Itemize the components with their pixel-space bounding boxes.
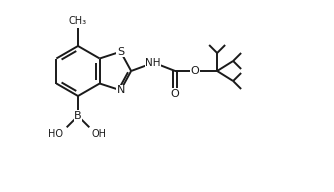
Text: N: N xyxy=(116,85,125,95)
Text: OH: OH xyxy=(91,129,106,139)
Text: CH₃: CH₃ xyxy=(69,16,87,26)
Text: B: B xyxy=(74,111,82,121)
Text: NH: NH xyxy=(145,58,161,68)
Text: S: S xyxy=(117,47,124,57)
Text: O: O xyxy=(171,89,179,99)
Text: HO: HO xyxy=(48,129,63,139)
Text: O: O xyxy=(191,66,199,76)
